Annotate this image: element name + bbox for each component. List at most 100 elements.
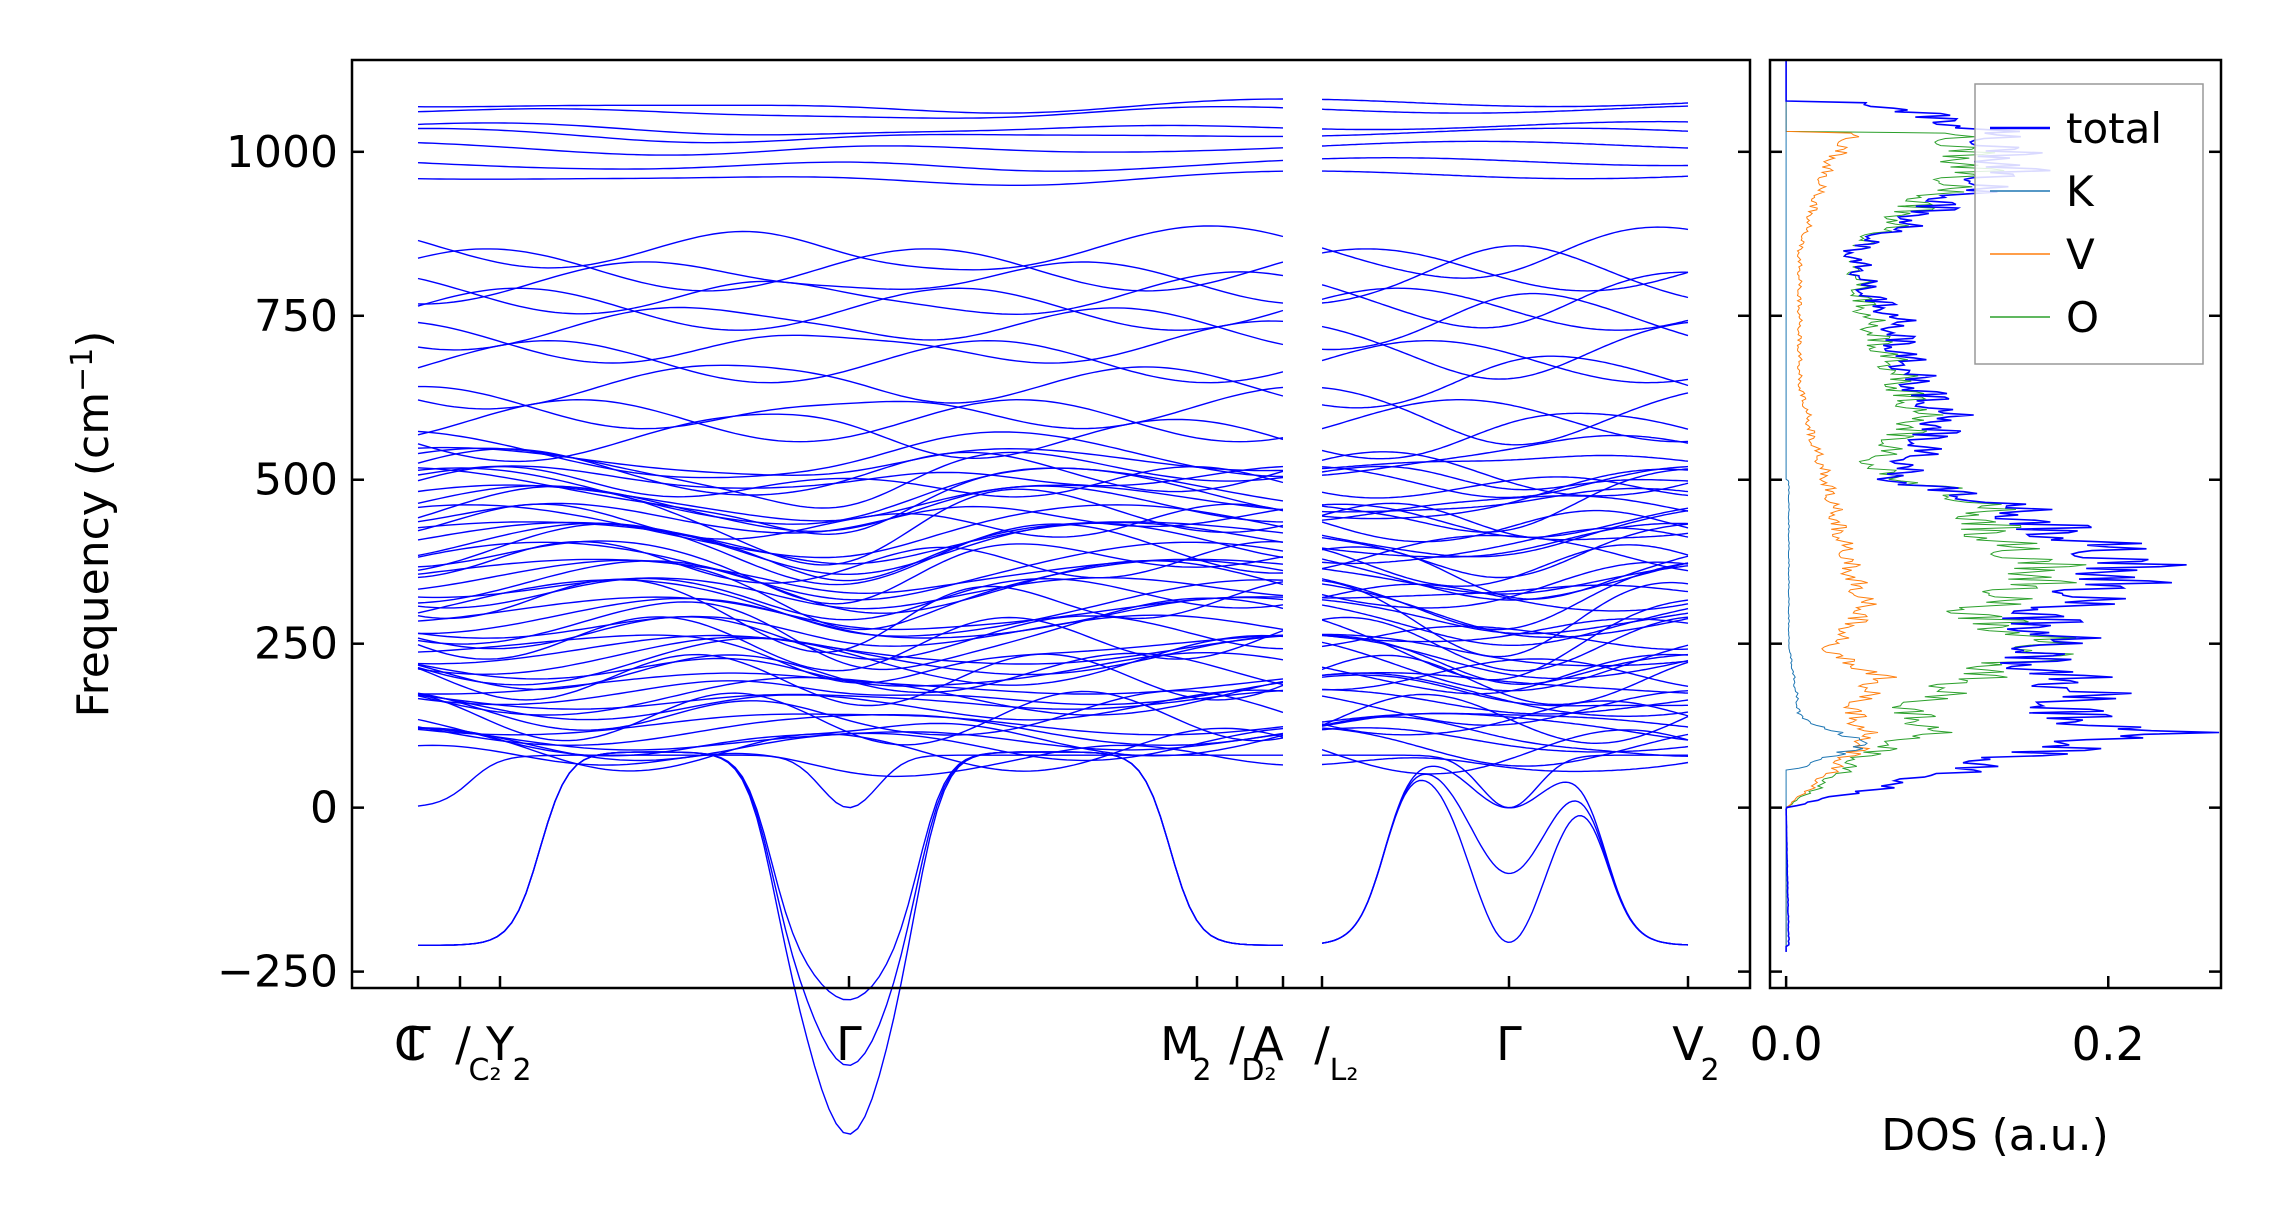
band-x-tick-sublabel: 2 (1192, 1053, 1211, 1088)
band-x-tick-label: / (455, 1017, 471, 1071)
band-y-tick-label: 500 (254, 455, 338, 506)
band-line (417, 502, 1284, 534)
band-line (1321, 487, 1689, 513)
band-line (1321, 321, 1689, 380)
band-line (1321, 509, 1689, 543)
band-line (417, 271, 1284, 316)
band-line (417, 541, 1284, 584)
band-line (417, 465, 1284, 489)
band-line (1322, 689, 1689, 715)
band-line (1321, 653, 1689, 695)
band-break-gap (1283, 62, 1322, 986)
band-line (417, 122, 1284, 136)
band-x-tick-label: Γ (1496, 1017, 1522, 1071)
band-line (1321, 340, 1689, 384)
band-line (1321, 674, 1688, 707)
band-lines (417, 98, 1689, 1135)
band-line (1321, 510, 1689, 558)
y-label-text: Frequency (cm (68, 392, 119, 718)
band-y-tick-label: −250 (217, 947, 338, 998)
band-x-tick-sublabel: L₂ (1330, 1053, 1359, 1088)
band-line (1321, 387, 1689, 446)
band-line (1322, 170, 1689, 180)
band-line (418, 127, 1283, 144)
band-line (417, 430, 1284, 479)
band-line (417, 680, 1284, 706)
dos-line-total (1785, 60, 2220, 952)
band-line (1321, 618, 1689, 643)
band-line (1321, 654, 1689, 706)
band-line (1321, 522, 1689, 558)
band-line (1321, 544, 1689, 587)
band-line (1321, 140, 1689, 149)
band-line (417, 467, 1284, 536)
band-x-tick-sublabel: D₂ (1241, 1053, 1276, 1088)
band-x-tick-label: C (394, 1017, 426, 1071)
band-line (417, 485, 1284, 566)
band-line (417, 541, 1284, 601)
band-line (418, 751, 1284, 1135)
band-line (418, 751, 1284, 1001)
band-line (417, 559, 1284, 631)
band-line (417, 614, 1284, 647)
band-line (1321, 355, 1689, 409)
band-line (417, 364, 1284, 410)
band-line (1321, 468, 1689, 520)
band-line (417, 634, 1284, 665)
band-line (417, 577, 1284, 621)
band-y-ticks: −250 0 250 500 750 1000 (217, 127, 1750, 998)
band-x-tick-label: Γ (836, 1017, 862, 1071)
band-line (1321, 495, 1689, 521)
legend-label-k: K (2066, 167, 2095, 216)
band-line (417, 142, 1284, 156)
band-line (417, 744, 1284, 778)
dos-panel-frame (1768, 58, 2223, 990)
band-line (417, 690, 1284, 736)
band-line (417, 446, 1284, 477)
band-line (1321, 105, 1689, 114)
band-line (1321, 271, 1689, 329)
band-line (417, 306, 1284, 351)
band-line (1321, 561, 1689, 609)
band-line (1321, 641, 1689, 692)
band-x-tick-label: V (1672, 1017, 1704, 1071)
band-line (1321, 562, 1689, 631)
band-line (417, 616, 1284, 672)
band-line (1321, 716, 1689, 757)
dos-x-axis-label: DOS (a.u.) (1881, 1110, 2109, 1161)
band-line (1321, 727, 1689, 767)
band-line (417, 615, 1284, 660)
band-line (417, 467, 1284, 525)
band-line (417, 754, 1283, 809)
band-line (417, 596, 1284, 631)
band-line (417, 484, 1284, 533)
band-line (417, 689, 1284, 710)
band-panel-frame (350, 58, 1752, 990)
band-x-tick-label: / (1314, 1017, 1330, 1071)
band-line (1321, 757, 1689, 773)
band-line (418, 385, 1284, 430)
band-line (417, 718, 1284, 757)
band-line (1321, 779, 1689, 946)
band-line (1321, 672, 1689, 694)
band-x-tick-sublabel: 2 (512, 1053, 531, 1088)
band-line (417, 714, 1284, 747)
band-line (417, 261, 1284, 305)
band-line (1321, 465, 1689, 499)
band-line (417, 578, 1284, 654)
dos-x-tick-label: 0.0 (1750, 1017, 1823, 1071)
band-line (1321, 226, 1689, 279)
dos-legend: total KVO (1974, 83, 2204, 365)
band-line (1321, 245, 1689, 304)
band-line (417, 558, 1284, 595)
dos-lines (1785, 60, 2220, 952)
band-line (417, 652, 1284, 687)
band-y-tick-label: 250 (254, 619, 338, 670)
band-line (1321, 690, 1689, 726)
y-label-close: ) (68, 331, 119, 348)
band-line (417, 159, 1284, 172)
band-line (1321, 465, 1689, 491)
band-line (1321, 292, 1689, 351)
